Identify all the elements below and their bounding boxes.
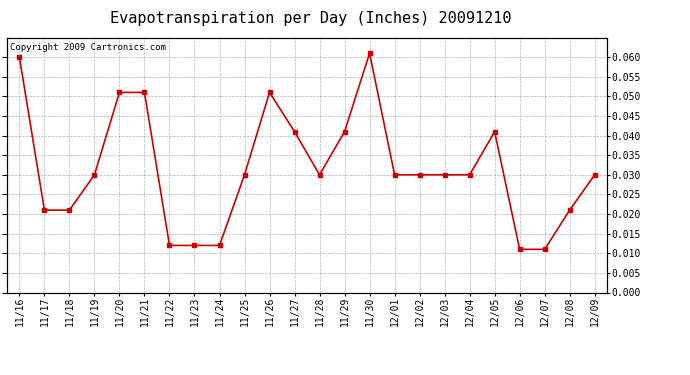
Text: Evapotranspiration per Day (Inches) 20091210: Evapotranspiration per Day (Inches) 2009… (110, 11, 511, 26)
Text: Copyright 2009 Cartronics.com: Copyright 2009 Cartronics.com (10, 43, 166, 52)
